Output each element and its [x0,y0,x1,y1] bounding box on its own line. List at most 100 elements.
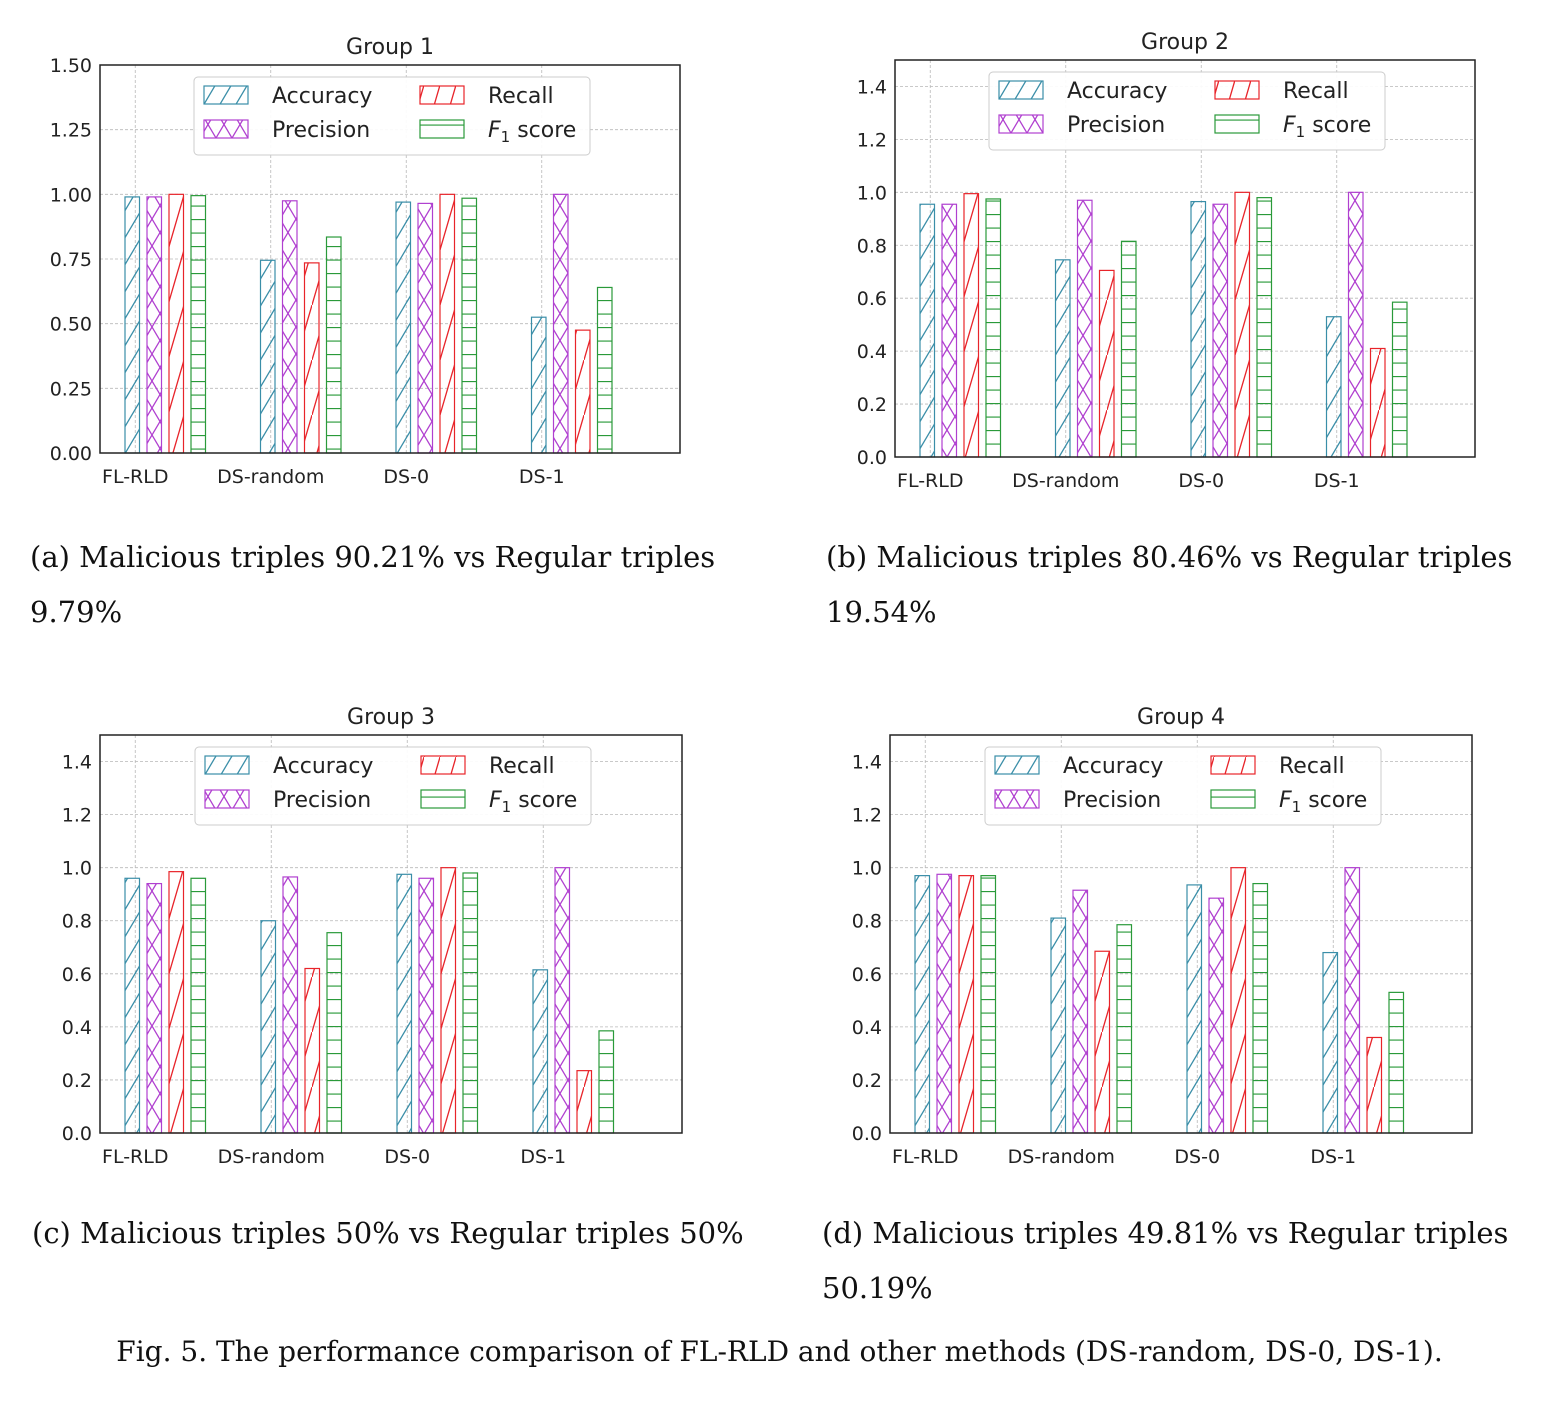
bar-accuracy-ds-0 [1190,200,1207,458]
y-tick-label: 0.4 [852,1017,882,1039]
y-tick-label: 1.4 [857,76,887,98]
y-tick-label: 0.6 [62,964,92,986]
bar-accuracy-fl-rld [914,875,931,1134]
legend-label: Accuracy [272,84,372,109]
bar-precision-ds-1 [552,193,569,454]
x-tick-label: FL-RLD [892,1146,958,1168]
bar-f1-score-ds-random [325,236,342,454]
x-tick-label: DS-random [1008,1146,1115,1168]
legend-label: F1 score [1279,788,1367,816]
bar-precision-fl-rld [146,196,163,454]
bar-recall-ds-1 [1366,1036,1383,1134]
legend: Accuracy Precision Recall F1 score [988,71,1386,151]
x-tick-label: DS-0 [1174,1146,1220,1168]
caption-d-text: (d) Malicious triples 49.81% vs Regular … [822,1216,1509,1305]
y-tick-label: 0.25 [50,378,92,400]
bar-accuracy-ds-0 [396,873,413,1134]
chart-panel-group-3: Group 3 0.0 0.2 0.4 0.6 0.8 1.0 1.2 1.4 FL-RLD DS-… [40,702,700,1177]
plot-frame [99,734,683,1134]
y-tick-label: 0.50 [50,314,92,336]
y-tick-label: 0.6 [852,964,882,986]
caption-a-text: (a) Malicious triples 90.21% vs Regular … [30,540,716,629]
y-tick-label: 0.8 [852,911,882,933]
chart-group-3: Group 3 0.0 0.2 0.4 0.6 0.8 1.0 1.2 1.4 FL-RLD DS-… [62,705,683,1168]
legend-label: Recall [489,754,555,779]
bar-f1-score-ds-random [326,932,343,1134]
bar-f1-score-ds-0 [1256,197,1273,458]
legend-swatch [420,755,466,775]
legend: Accuracy Precision Recall F1 score [194,746,592,826]
plot-frame [99,64,681,454]
y-tick-label: 1.0 [852,858,882,880]
chart-title: Group 4 [1137,705,1225,730]
x-tick-label: FL-RLD [102,466,168,488]
bar-recall-ds-random [1094,950,1111,1134]
bar-precision-fl-rld [941,203,958,458]
bar-f1-score-ds-1 [596,286,613,454]
legend-label: Precision [272,118,370,143]
y-tick-label: 0.2 [852,1070,882,1092]
bar-recall-fl-rld [963,193,980,458]
legend-swatch [419,119,465,139]
y-tick-label: 0.2 [857,394,887,416]
bar-recall-fl-rld [168,871,185,1134]
chart-title: Group 1 [346,35,434,60]
bar-precision-ds-1 [1347,191,1364,458]
x-tick-label: DS-0 [384,1146,430,1168]
caption-c-text: (c) Malicious triples 50% vs Regular tri… [32,1216,744,1250]
y-tick-label: 1.0 [62,858,92,880]
chart-title: Group 2 [1141,30,1229,55]
bar-f1-score-ds-random [1120,240,1137,458]
bar-accuracy-ds-0 [1186,884,1203,1134]
y-tick-label: 1.0 [857,182,887,204]
bar-precision-ds-0 [418,877,435,1134]
x-tick-label: DS-random [217,466,324,488]
y-tick-label: 0.0 [62,1123,92,1145]
bar-accuracy-fl-rld [124,877,141,1134]
legend-swatch [994,755,1040,775]
x-tick-label: DS-random [218,1146,325,1168]
legend-label: Accuracy [1067,79,1167,104]
bar-accuracy-ds-1 [1322,951,1339,1134]
legend-swatch [204,789,250,809]
legend-label: F1 score [1283,113,1371,141]
x-tick-label: DS-0 [1178,470,1224,492]
legend-swatch [420,789,466,809]
legend-swatch [419,85,465,105]
figure-caption: Fig. 5. The performance comparison of FL… [116,1335,1443,1368]
legend-label: Accuracy [1063,754,1163,779]
legend-swatch [1210,755,1256,775]
legend-label: Precision [273,788,371,813]
y-tick-label: 0.4 [62,1017,92,1039]
bar-precision-ds-0 [1212,203,1229,458]
bar-accuracy-ds-1 [532,969,549,1134]
y-tick-label: 1.00 [50,184,92,206]
y-tick-label: 1.25 [50,120,92,142]
bar-recall-ds-random [303,262,320,454]
bar-accuracy-ds-1 [1325,316,1342,458]
bar-accuracy-ds-random [260,920,277,1134]
legend-swatch [203,85,249,105]
y-tick-label: 0.8 [857,235,887,257]
legend-label: Recall [1283,79,1349,104]
bar-accuracy-ds-random [1050,917,1067,1134]
x-tick-label: DS-1 [1310,1146,1356,1168]
y-tick-label: 1.50 [50,55,92,77]
legend-label: Recall [488,84,554,109]
y-tick-label: 1.4 [62,752,92,774]
legend-swatch [1214,114,1260,134]
plot-frame [894,59,1476,458]
y-tick-label: 0.6 [857,288,887,310]
bar-recall-ds-random [1098,269,1115,458]
y-tick-label: 0.0 [857,447,887,469]
y-tick-label: 1.2 [857,129,887,151]
bar-recall-ds-0 [1234,191,1251,458]
bar-f1-score-ds-0 [461,197,478,454]
chart-panel-group-2: Group 2 0.0 0.2 0.4 0.6 0.8 1.0 1.2 1.4 FL-RLD DS-… [835,25,1495,500]
bar-f1-score-ds-0 [1252,882,1269,1134]
caption-d: (d) Malicious triples 49.81% vs Regular … [822,1206,1522,1316]
bar-precision-ds-1 [554,867,571,1134]
legend-swatch [994,789,1040,809]
chart-panel-group-1: Group 1 0.00 0.25 0.50 0.75 1.00 1.25 1.50 FL-RL… [40,30,700,500]
legend-swatch [203,119,249,139]
